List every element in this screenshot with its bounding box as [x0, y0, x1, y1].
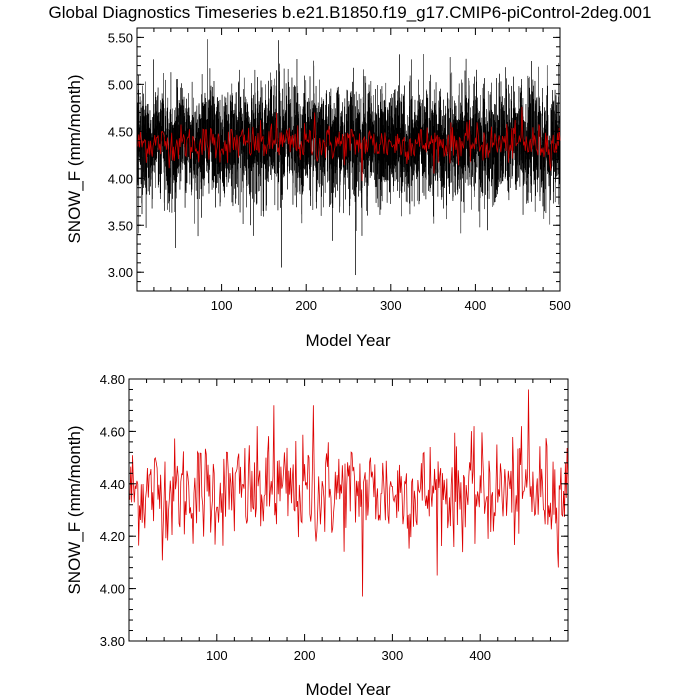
x-tick-label: 200: [295, 298, 317, 313]
y-tick-label: 3.00: [108, 265, 133, 280]
series-line-annual-mean: [137, 106, 561, 182]
x-tick-label: 100: [206, 648, 228, 663]
chart-title: Global Diagnostics Timeseries b.e21.B185…: [49, 3, 652, 22]
x-tick-label: 100: [211, 298, 233, 313]
series-line-annual-mean: [129, 389, 569, 597]
top-monthly-series: [136, 39, 561, 276]
bottom-y-axis-label: SNOW_F (mm/month): [65, 425, 84, 594]
bottom-plot-frame: [128, 378, 569, 642]
y-tick-label: 3.80: [100, 634, 125, 649]
y-tick-label: 4.40: [100, 477, 125, 492]
bottom-axis-ticks: 100 200 300 400 3.80 4.00 4.20 4.40 4.60 4.80: [100, 372, 568, 663]
x-tick-label: 400: [469, 648, 491, 663]
bottom-annual-mean-series: [129, 389, 569, 597]
x-tick-label: 200: [294, 648, 316, 663]
y-tick-label: 4.60: [100, 424, 125, 439]
y-tick-label: 4.20: [100, 529, 125, 544]
bottom-x-axis-label: Model Year: [305, 680, 390, 699]
y-tick-label: 4.80: [100, 372, 125, 387]
series-line-monthly: [136, 39, 561, 276]
top-y-axis-label: SNOW_F (mm/month): [65, 74, 84, 243]
x-tick-label: 300: [382, 648, 404, 663]
y-tick-label: 5.50: [108, 30, 133, 45]
top-x-axis-label: Model Year: [305, 331, 390, 350]
top-panel: 100 200 300 400 5003.003.504.004.505.005.50 …: [65, 27, 571, 350]
top-axis-ticks: 100 200 300 400 500 3.00 3.50 4.00 4.50 5.00 5.50: [108, 28, 571, 313]
y-tick-label: 4.50: [108, 124, 133, 139]
y-tick-label: 4.00: [100, 582, 125, 597]
x-tick-label: 400: [465, 298, 487, 313]
x-tick-label: 500: [549, 298, 571, 313]
top-annual-mean-series: [137, 106, 561, 182]
x-tick-label: 300: [380, 298, 402, 313]
y-tick-label: 3.50: [108, 218, 133, 233]
y-tick-label: 5.00: [108, 77, 133, 92]
y-tick-label: 4.00: [108, 171, 133, 186]
bottom-panel: 100 200 300 400 3.80 4.00 4.20 4.40 4.60 4.80 Mod…: [65, 372, 569, 699]
